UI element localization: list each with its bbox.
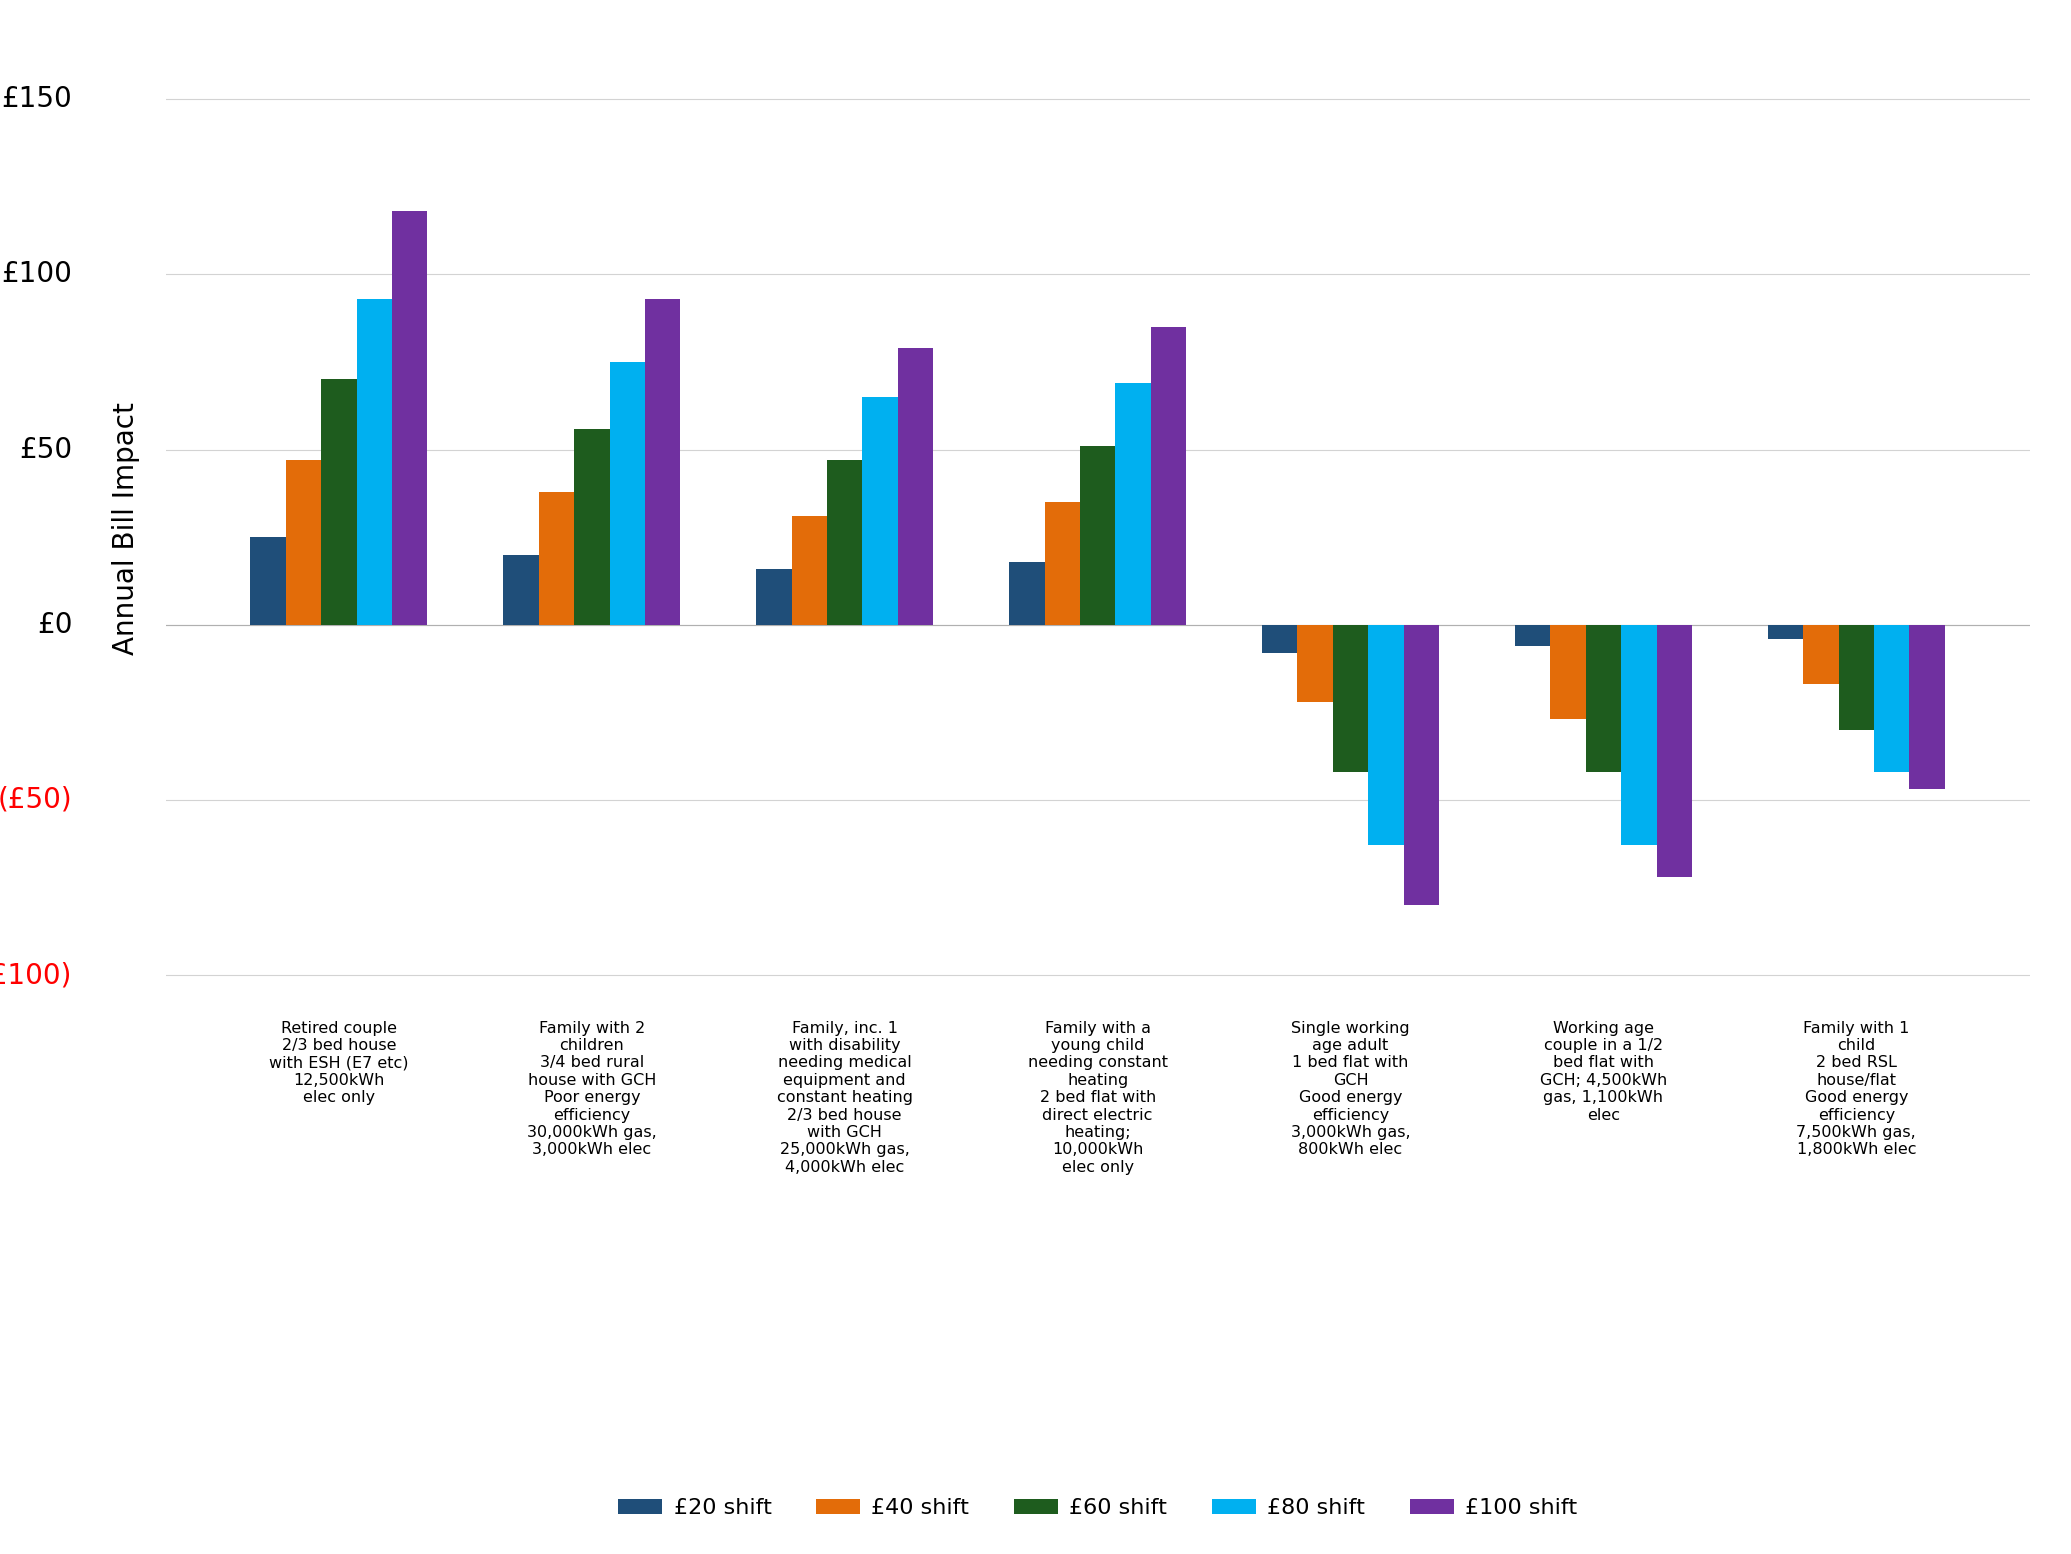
Bar [251, 538, 286, 625]
Text: Family with 1
child
2 bed RSL
house/flat
Good energy
efficiency
7,500kWh gas,
1,: Family with 1 child 2 bed RSL house/flat… [1796, 1021, 1916, 1158]
Text: Working age
couple in a 1/2
bed flat with
GCH; 4,500kWh
gas, 1,100kWh
elec: Working age couple in a 1/2 bed flat wit… [1541, 1021, 1667, 1122]
Text: Retired couple
2/3 bed house
with ESH (E7 etc)
12,500kWh
elec only: Retired couple 2/3 bed house with ESH (E… [269, 1021, 408, 1105]
Bar [1296, 625, 1334, 702]
Bar [826, 460, 862, 625]
Y-axis label: Annual Bill Impact: Annual Bill Impact [112, 402, 141, 654]
Bar [791, 516, 826, 625]
Bar [1151, 326, 1187, 625]
Bar [1009, 561, 1044, 625]
Bar [862, 396, 899, 625]
Bar [1079, 446, 1116, 625]
Text: Family, inc. 1
with disability
needing medical
equipment and
constant heating
2/: Family, inc. 1 with disability needing m… [777, 1021, 913, 1175]
Text: Family with 2
children
3/4 bed rural
house with GCH
Poor energy
efficiency
30,00: Family with 2 children 3/4 bed rural hou… [526, 1021, 657, 1158]
Bar [1804, 625, 1839, 684]
Bar [1874, 625, 1909, 772]
Bar [538, 491, 574, 625]
Bar [1369, 625, 1404, 845]
Text: £0: £0 [37, 611, 72, 639]
Bar [1044, 502, 1079, 625]
Text: Family with a
young child
needing constant
heating
2 bed flat with
direct electr: Family with a young child needing consta… [1027, 1021, 1168, 1175]
Bar [1839, 625, 1874, 730]
Text: (£100): (£100) [0, 960, 72, 988]
Bar [609, 362, 644, 625]
Text: (£50): (£50) [0, 786, 72, 814]
Bar [356, 298, 391, 625]
Bar [1586, 625, 1622, 772]
Bar [1116, 382, 1151, 625]
Text: £100: £100 [2, 261, 72, 289]
Text: £150: £150 [2, 85, 72, 113]
Bar [1514, 625, 1551, 646]
Text: Single working
age adult
1 bed flat with
GCH
Good energy
efficiency
3,000kWh gas: Single working age adult 1 bed flat with… [1290, 1021, 1410, 1158]
Text: £50: £50 [19, 435, 72, 463]
Bar [391, 211, 427, 625]
Bar [321, 379, 356, 625]
Bar [644, 298, 681, 625]
Bar [1551, 625, 1586, 720]
Legend: £20 shift, £40 shift, £60 shift, £80 shift, £100 shift: £20 shift, £40 shift, £60 shift, £80 shi… [609, 1490, 1586, 1528]
Bar [503, 555, 538, 625]
Bar [286, 460, 321, 625]
Bar [1334, 625, 1369, 772]
Bar [1622, 625, 1657, 845]
Bar [1657, 625, 1692, 876]
Bar [1261, 625, 1296, 653]
Bar [1404, 625, 1439, 904]
Bar [1909, 625, 1945, 789]
Bar [899, 348, 934, 625]
Bar [756, 569, 791, 625]
Bar [1769, 625, 1804, 639]
Bar [574, 429, 609, 625]
